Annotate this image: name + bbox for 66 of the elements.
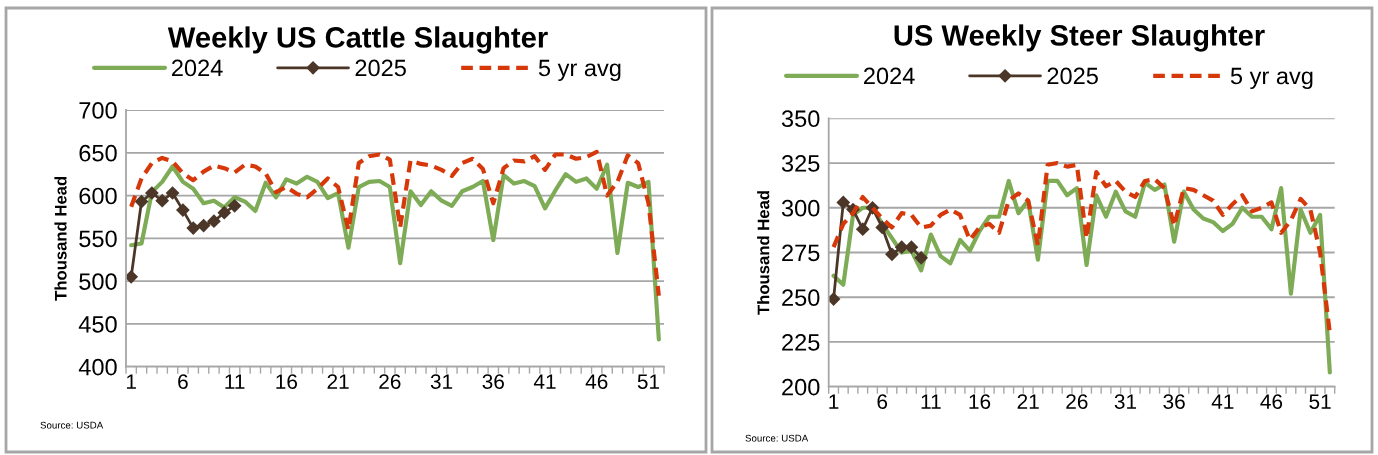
x-tick-label: 1 <box>829 394 839 409</box>
y-tick-label: 250 <box>782 289 820 307</box>
line-series <box>129 149 661 298</box>
legend-label: 2025 <box>1047 67 1098 85</box>
x-tick-label: 46 <box>1260 394 1283 409</box>
y-tick-label: 325 <box>781 155 820 172</box>
y-tick-label: 350 <box>781 110 820 128</box>
x-tick-label: 31 <box>430 374 453 389</box>
x-tick-label: 41 <box>1211 394 1234 409</box>
x-tick-label: 16 <box>276 374 298 389</box>
x-tick-label: 26 <box>1066 394 1088 409</box>
chart-title: US Weekly Steer Slaughter <box>894 24 1265 52</box>
legend-label: 5 yr avg <box>538 59 621 81</box>
x-tick-label: 46 <box>585 374 608 389</box>
point <box>217 205 232 220</box>
source-note: Source: USDA <box>40 421 104 429</box>
x-tick-label: 36 <box>1163 394 1185 409</box>
y-tick-label: 275 <box>782 244 820 262</box>
x-tick-label: 16 <box>969 394 991 409</box>
chart-title: Weekly US Cattle Slaughter <box>167 26 548 54</box>
y-axis-title: Thousand Head <box>757 191 770 315</box>
x-tick-label: 6 <box>877 394 888 409</box>
x-tick-label: 1 <box>126 374 136 389</box>
line-series <box>129 162 661 342</box>
x-tick-label: 11 <box>225 374 245 389</box>
x-tick-label: 11 <box>921 394 941 409</box>
point <box>828 292 841 306</box>
point <box>165 186 180 200</box>
y-axis-title: Thousand Head <box>54 176 67 301</box>
source-note: Source: USDA <box>745 434 809 442</box>
legend-label: 5 yr avg <box>1230 67 1313 89</box>
point <box>904 240 919 255</box>
point <box>914 250 929 265</box>
y-tick-label: 700 <box>79 102 117 119</box>
point <box>875 220 890 235</box>
x-tick-label: 36 <box>482 374 504 389</box>
point <box>144 186 159 200</box>
legend-label: 2024 <box>864 67 915 85</box>
point <box>126 269 139 284</box>
point <box>885 247 899 262</box>
y-tick-label: 225 <box>782 334 820 351</box>
x-tick-label: 31 <box>1114 394 1137 409</box>
point <box>227 198 242 213</box>
x-tick-label: 51 <box>637 374 660 389</box>
y-tick-label: 300 <box>781 199 820 217</box>
y-tick-label: 550 <box>79 230 117 248</box>
x-tick-label: 41 <box>533 374 556 389</box>
y-tick-label: 600 <box>79 187 117 205</box>
x-tick-label: 21 <box>1017 394 1039 409</box>
legend-label: 2025 <box>355 59 406 77</box>
y-tick-label: 200 <box>782 378 820 396</box>
point <box>836 195 851 210</box>
x-tick-label: 51 <box>1309 394 1331 409</box>
y-tick-label: 450 <box>78 315 117 333</box>
point <box>186 221 201 235</box>
x-tick-label: 26 <box>379 374 401 389</box>
y-tick-label: 400 <box>78 358 117 376</box>
y-tick-label: 650 <box>79 144 117 162</box>
legend-label: 2024 <box>172 59 223 77</box>
point <box>855 222 870 237</box>
point <box>207 214 221 229</box>
y-tick-label: 500 <box>79 273 117 290</box>
point <box>155 193 170 208</box>
x-tick-label: 6 <box>178 374 188 389</box>
point <box>176 203 190 217</box>
x-tick-label: 21 <box>327 374 349 389</box>
